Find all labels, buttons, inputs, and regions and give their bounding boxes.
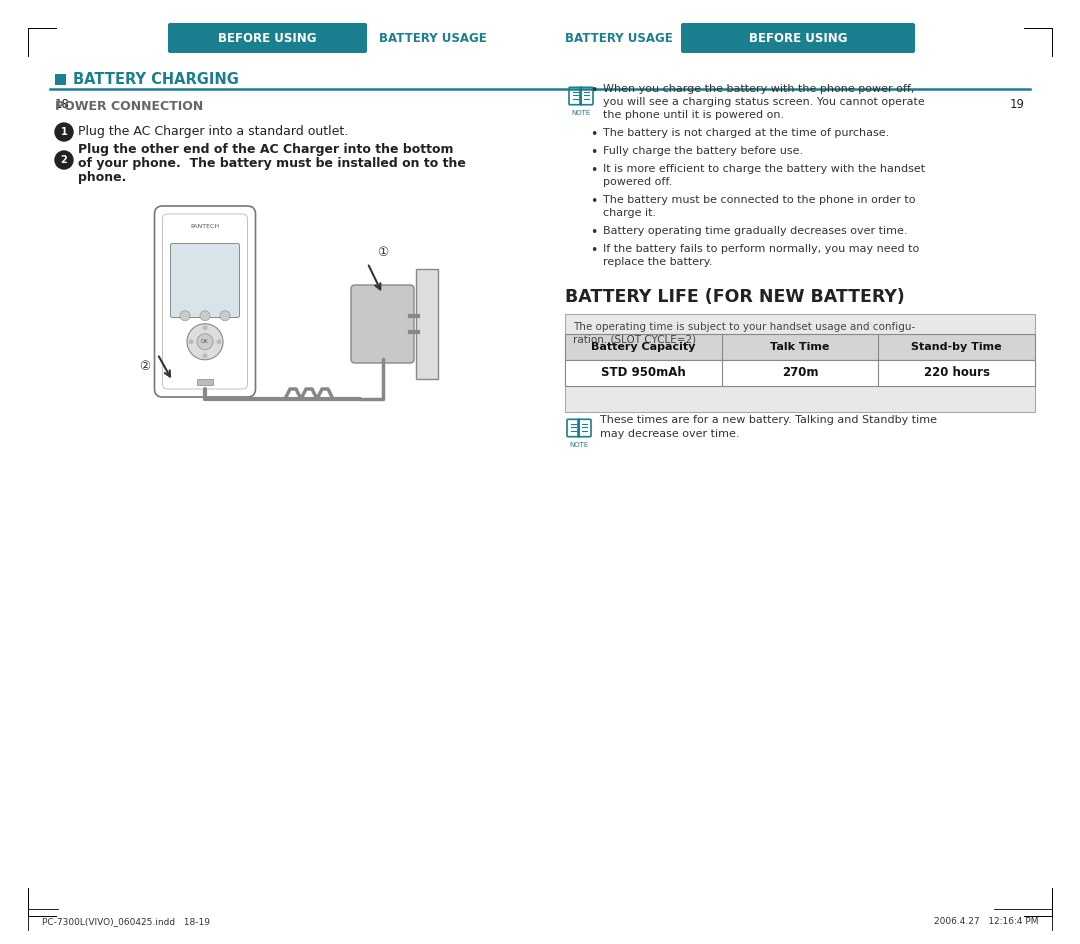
Text: •: • [591, 244, 597, 257]
Text: BATTERY CHARGING: BATTERY CHARGING [73, 72, 239, 87]
Circle shape [189, 339, 193, 345]
Text: Plug the AC Charger into a standard outlet.: Plug the AC Charger into a standard outl… [78, 126, 348, 139]
Text: ①: ① [377, 246, 388, 260]
Text: you will see a charging status screen. You cannot operate: you will see a charging status screen. Y… [603, 97, 924, 107]
Circle shape [220, 311, 230, 321]
Text: OK: OK [201, 339, 208, 345]
Circle shape [187, 324, 222, 360]
Circle shape [203, 326, 207, 330]
Text: BEFORE USING: BEFORE USING [748, 31, 847, 44]
Text: These times are for a new battery. Talking and Standby time: These times are for a new battery. Talki… [600, 415, 937, 425]
Text: STD 950mAh: STD 950mAh [600, 366, 686, 379]
FancyBboxPatch shape [154, 206, 256, 397]
Text: The operating time is subject to your handset usage and configu-: The operating time is subject to your ha… [573, 322, 915, 332]
Text: NOTE: NOTE [569, 442, 589, 447]
Text: NOTE: NOTE [571, 110, 591, 116]
Text: The battery is not charged at the time of purchase.: The battery is not charged at the time o… [603, 128, 889, 138]
Text: phone.: phone. [78, 172, 126, 184]
Bar [416, 269, 438, 379]
Text: 2: 2 [60, 155, 67, 165]
Bar [197, 379, 213, 385]
Text: may decrease over time.: may decrease over time. [600, 429, 740, 439]
Text: •: • [591, 164, 597, 177]
Text: ration. (SLOT CYCLE=2): ration. (SLOT CYCLE=2) [573, 335, 697, 345]
Text: Stand-by Time: Stand-by Time [912, 342, 1002, 352]
Text: of your phone.  The battery must be installed on to the: of your phone. The battery must be insta… [78, 158, 465, 171]
Text: •: • [591, 128, 597, 141]
Circle shape [197, 334, 213, 349]
Text: replace the battery.: replace the battery. [603, 257, 713, 267]
Text: charge it.: charge it. [603, 208, 657, 218]
Text: BATTERY LIFE (FOR NEW BATTERY): BATTERY LIFE (FOR NEW BATTERY) [565, 288, 905, 306]
Text: BATTERY USAGE: BATTERY USAGE [565, 31, 673, 44]
FancyBboxPatch shape [578, 419, 591, 437]
Bar [565, 314, 1035, 412]
Text: •: • [591, 84, 597, 97]
FancyBboxPatch shape [567, 419, 580, 437]
Text: BATTERY USAGE: BATTERY USAGE [379, 31, 487, 44]
Text: 19: 19 [1010, 97, 1025, 110]
FancyBboxPatch shape [168, 23, 367, 53]
Text: Fully charge the battery before use.: Fully charge the battery before use. [603, 146, 804, 156]
Text: PANTECH: PANTECH [190, 224, 219, 228]
Text: It is more efficient to charge the battery with the handset: It is more efficient to charge the batte… [603, 164, 926, 174]
FancyBboxPatch shape [569, 87, 582, 105]
Text: BEFORE USING: BEFORE USING [218, 31, 316, 44]
Text: 270m: 270m [782, 366, 819, 379]
Text: The battery must be connected to the phone in order to: The battery must be connected to the pho… [603, 195, 916, 205]
FancyBboxPatch shape [351, 285, 414, 363]
Text: •: • [591, 146, 597, 159]
Text: If the battery fails to perform normally, you may need to: If the battery fails to perform normally… [603, 244, 919, 254]
Bar [55, 74, 66, 85]
Circle shape [216, 339, 221, 345]
Text: 2006.4.27   12:16:4 PM: 2006.4.27 12:16:4 PM [933, 918, 1038, 926]
Text: 220 hours: 220 hours [923, 366, 989, 379]
Text: 18: 18 [55, 97, 70, 110]
Text: Plug the other end of the AC Charger into the bottom: Plug the other end of the AC Charger int… [78, 143, 454, 157]
Text: POWER CONNECTION: POWER CONNECTION [55, 99, 203, 112]
Circle shape [55, 123, 73, 141]
Text: When you charge the battery with the phone power off,: When you charge the battery with the pho… [603, 84, 915, 94]
Bar [565, 334, 1035, 360]
Circle shape [200, 311, 210, 321]
Text: •: • [591, 226, 597, 239]
Text: ②: ② [139, 360, 150, 373]
Text: Battery operating time gradually decreases over time.: Battery operating time gradually decreas… [603, 226, 907, 236]
Text: powered off.: powered off. [603, 177, 672, 187]
Bar [565, 360, 1035, 386]
Text: Battery Capacity: Battery Capacity [591, 342, 696, 352]
Text: 1: 1 [60, 127, 67, 137]
FancyBboxPatch shape [171, 244, 240, 317]
Text: •: • [591, 195, 597, 208]
Circle shape [55, 151, 73, 169]
Text: PC-7300L(VIVO)_060425.indd   18-19: PC-7300L(VIVO)_060425.indd 18-19 [42, 918, 210, 926]
Circle shape [180, 311, 190, 321]
Text: the phone until it is powered on.: the phone until it is powered on. [603, 110, 784, 120]
Text: Talk Time: Talk Time [770, 342, 829, 352]
Circle shape [203, 353, 207, 359]
FancyBboxPatch shape [580, 87, 593, 105]
FancyBboxPatch shape [681, 23, 915, 53]
